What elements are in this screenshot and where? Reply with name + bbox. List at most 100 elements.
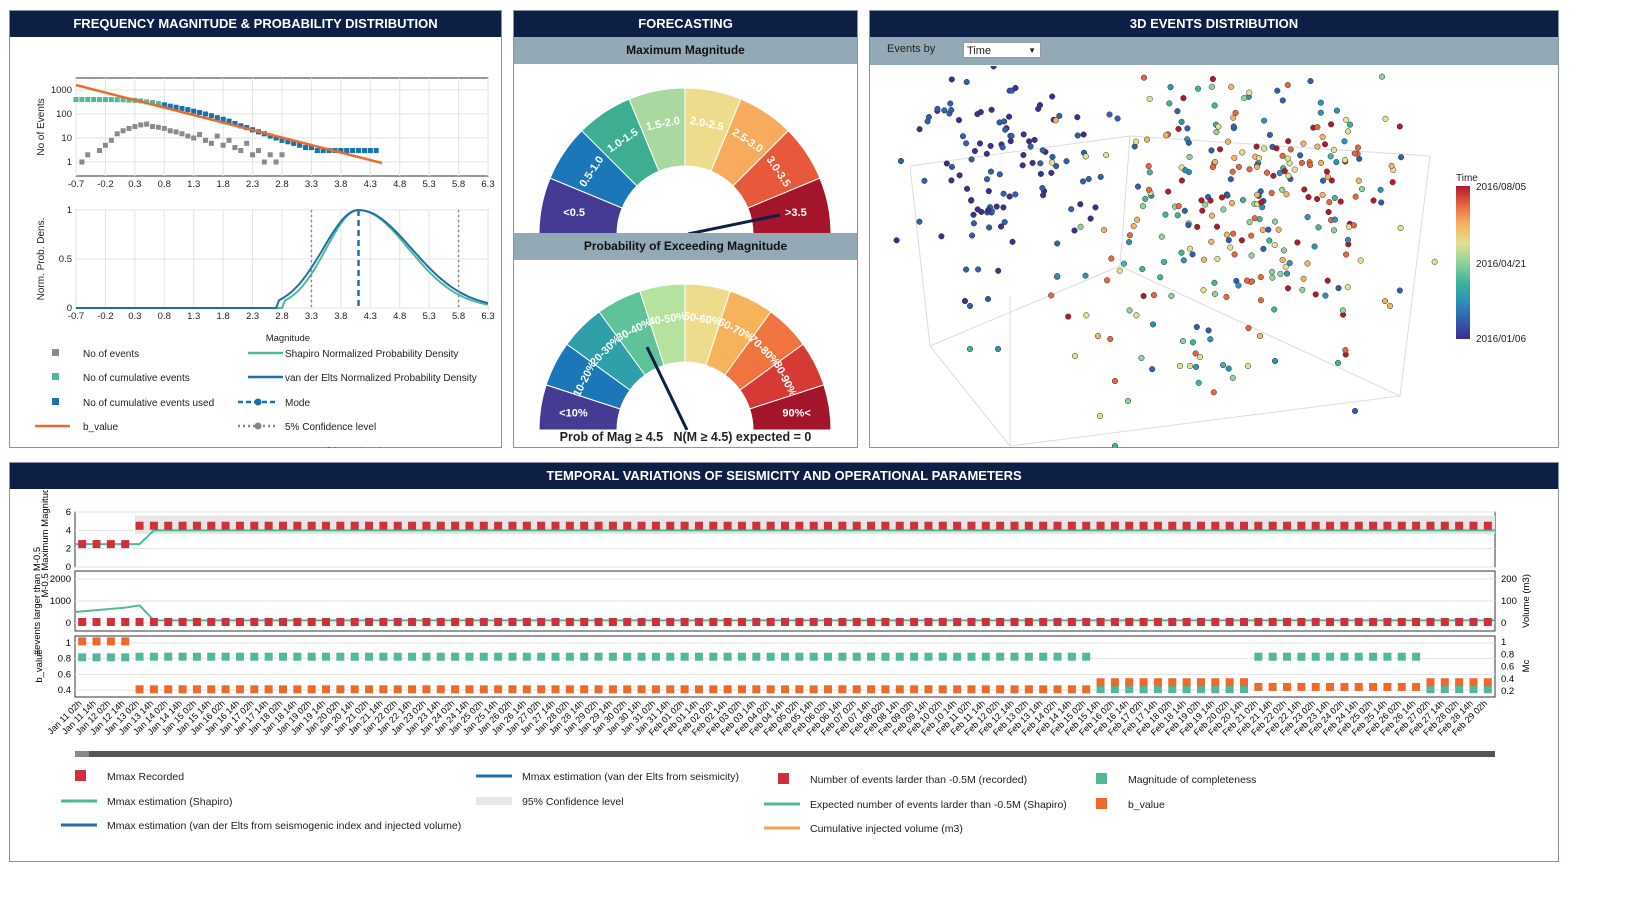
event-point xyxy=(1358,186,1366,193)
bvalue-y-tick: 1 xyxy=(66,638,71,649)
event-point xyxy=(1208,238,1215,245)
bvalue-marker xyxy=(1340,682,1349,691)
density-x-label: Magnitude xyxy=(266,333,310,344)
legend-label: 5% Confidence level xyxy=(285,422,376,433)
mc-marker xyxy=(752,652,761,661)
mmax-recorded-marker xyxy=(594,521,603,530)
frequency-point xyxy=(208,113,214,119)
mc-marker xyxy=(1311,652,1320,661)
temporal-legend-label: Mmax Recorded xyxy=(107,771,184,783)
event-point xyxy=(1218,194,1226,201)
event-point xyxy=(1388,162,1395,169)
events-recorded-marker xyxy=(393,618,402,626)
mmax-recorded-marker xyxy=(651,521,660,530)
event-point xyxy=(1253,143,1260,150)
event-point xyxy=(1052,117,1059,124)
mc-marker xyxy=(637,652,646,661)
event-point xyxy=(1002,126,1009,133)
van-der-elts-density-curve xyxy=(76,208,489,309)
legend-label: b_value xyxy=(83,422,118,433)
event-point xyxy=(1077,201,1084,208)
events-by-dropdown[interactable]: Time ▼ xyxy=(963,42,1041,58)
frequency-x-tick: 0.8 xyxy=(158,179,171,190)
mc-marker xyxy=(494,652,503,661)
bvalue-marker xyxy=(207,685,216,694)
events-recorded-marker xyxy=(1153,618,1162,626)
event-point xyxy=(1284,155,1291,162)
frequency-point xyxy=(356,148,362,154)
mmax-recorded-marker xyxy=(121,540,130,549)
mc-marker xyxy=(1067,652,1076,661)
bvalue-marker xyxy=(149,685,158,694)
event-point xyxy=(1314,195,1321,203)
mc-marker xyxy=(1297,652,1306,661)
event-point xyxy=(1343,251,1350,258)
bvalue-marker xyxy=(135,685,144,694)
event-point xyxy=(1210,389,1217,396)
mmax-recorded-marker xyxy=(1196,521,1205,530)
mc-marker xyxy=(293,652,302,661)
range-slider-handle xyxy=(89,751,1495,757)
mmax-recorded-marker xyxy=(1125,521,1134,530)
mc-marker xyxy=(1412,652,1421,661)
event-point xyxy=(1324,277,1331,284)
events-recorded-marker xyxy=(824,618,833,626)
bvalue-marker xyxy=(1211,678,1220,687)
event-point xyxy=(1000,204,1007,211)
event-point xyxy=(1149,321,1157,328)
bvalue-marker xyxy=(1254,682,1263,691)
event-point xyxy=(1020,151,1027,159)
mc-marker xyxy=(1211,685,1220,694)
chevron-down-icon: ▼ xyxy=(1028,46,1036,55)
event-point xyxy=(1053,162,1060,170)
event-point xyxy=(964,185,971,192)
bvalue-marker xyxy=(737,685,746,694)
events-recorded-marker xyxy=(121,618,130,626)
events-recorded-marker xyxy=(235,618,244,626)
bvalue-marker xyxy=(1326,682,1335,691)
bvalue-marker xyxy=(1268,682,1277,691)
frequency-point xyxy=(361,148,367,154)
mc-marker xyxy=(924,652,933,661)
mc-marker xyxy=(336,652,345,661)
event-point xyxy=(1378,73,1385,80)
event-point xyxy=(1080,131,1087,138)
events-recorded-marker xyxy=(752,618,761,626)
events-recorded-marker xyxy=(422,618,431,626)
mmax-y-tick: 6 xyxy=(66,507,71,518)
bvalue-marker xyxy=(1297,682,1306,691)
bvalue-y-tick: 0.6 xyxy=(58,669,71,680)
frequency-x-tick: 1.3 xyxy=(187,179,200,190)
events-recorded-marker xyxy=(365,618,374,626)
legend-marker xyxy=(254,422,262,430)
events-recorded-marker xyxy=(1326,618,1335,626)
mc-marker xyxy=(264,652,273,661)
frequency-y-tick: 1000 xyxy=(51,85,72,96)
events-recorded-marker xyxy=(938,618,947,626)
event-point xyxy=(1111,442,1119,448)
event-point xyxy=(1275,226,1282,233)
event-point xyxy=(1140,292,1147,300)
frequency-x-tick: 0.3 xyxy=(128,179,141,190)
events-recorded-marker xyxy=(379,618,388,626)
event-point xyxy=(1270,172,1277,179)
events-recorded-marker xyxy=(623,618,632,626)
density-x-tick: 4.3 xyxy=(364,311,377,322)
events-recorded-marker xyxy=(1397,618,1406,626)
events-recorded-marker xyxy=(1125,618,1134,626)
event-point xyxy=(1300,140,1307,147)
event-point xyxy=(955,117,963,124)
mc-marker xyxy=(393,652,402,661)
colorbar-title: Time xyxy=(1456,173,1478,184)
mc-y-tick: 0.4 xyxy=(1501,674,1514,685)
event-point xyxy=(969,232,976,239)
frequency-x-tick: 4.3 xyxy=(364,179,377,190)
mc-marker xyxy=(508,652,517,661)
event-point xyxy=(1065,313,1072,320)
frequency-point xyxy=(108,137,114,143)
event-point xyxy=(1096,412,1104,420)
event-point xyxy=(1199,207,1206,214)
mmax-recorded-marker xyxy=(1383,521,1392,530)
event-point xyxy=(1150,292,1158,299)
